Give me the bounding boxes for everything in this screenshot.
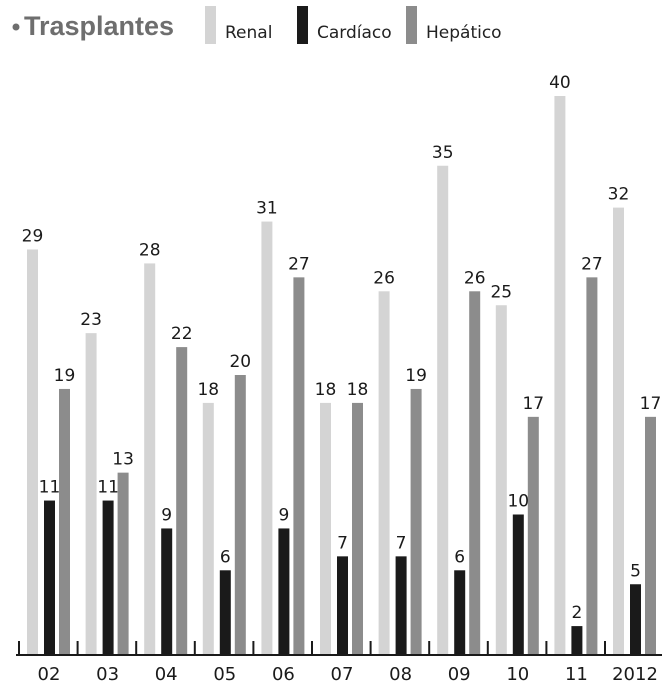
x-tick-label-03: 03 (96, 664, 119, 684)
x-tick-label-06: 06 (272, 664, 295, 684)
data-label-renal-07: 18 (315, 380, 337, 400)
bar-cardiaco-2012 (630, 584, 641, 654)
bar-hepatico-11 (586, 277, 598, 654)
data-label-hepatico-02: 19 (54, 366, 76, 386)
bar-renal-08 (378, 291, 390, 654)
data-label-cardiaco-10: 10 (507, 492, 529, 512)
bar-cardiaco-02 (44, 500, 55, 654)
bar-hepatico-02 (59, 388, 70, 654)
data-label-hepatico-09: 26 (464, 268, 486, 288)
data-label-hepatico-03: 13 (112, 450, 134, 470)
data-label-renal-11: 40 (549, 73, 571, 93)
data-label-cardiaco-02: 11 (39, 478, 61, 498)
data-label-cardiaco-08: 7 (396, 533, 407, 553)
x-tick-label-05: 05 (213, 664, 236, 684)
data-label-renal-04: 28 (139, 240, 161, 260)
data-label-hepatico-07: 18 (347, 380, 369, 400)
bar-cardiaco-08 (395, 556, 407, 654)
legend-label-renal: Renal (225, 23, 272, 43)
bar-renal-09 (437, 165, 449, 654)
x-tick-label-10: 10 (506, 664, 529, 684)
data-label-hepatico-08: 19 (405, 366, 427, 386)
bar-renal-11 (554, 96, 566, 654)
bar-hepatico-04 (176, 347, 188, 654)
data-label-cardiaco-11: 2 (571, 603, 582, 623)
bar-cardiaco-05 (219, 570, 231, 654)
bar-renal-02 (27, 249, 38, 654)
bar-cardiaco-11 (571, 626, 583, 654)
bar-renal-07 (320, 402, 331, 654)
legend: Renal Cardíaco Hepático (205, 6, 502, 44)
x-tick-label-11: 11 (565, 664, 588, 684)
data-label-renal-08: 26 (373, 268, 395, 288)
data-label-renal-2012: 32 (608, 185, 630, 205)
bar-hepatico-03 (117, 472, 129, 654)
bar-renal-2012 (613, 207, 624, 654)
x-tick-label-02: 02 (38, 664, 61, 684)
bar-hepatico-09 (469, 291, 481, 654)
data-label-hepatico-05: 20 (229, 352, 251, 372)
x-axis: 02 03 04 05 06 07 08 09 10 11 2012 (16, 641, 662, 684)
bar-hepatico-10 (527, 416, 539, 654)
data-labels: 29 11 19 23 11 13 28 9 22 18 6 20 31 9 27 18 7 18 26 7 19 35 6… (22, 73, 662, 623)
data-label-hepatico-11: 27 (581, 254, 603, 274)
bar-renal-04 (144, 263, 156, 654)
data-label-cardiaco-06: 9 (278, 505, 289, 525)
bar-cardiaco-09 (454, 570, 466, 654)
chart-title: Trasplantes (12, 11, 174, 41)
x-tick-label-07: 07 (331, 664, 354, 684)
data-label-hepatico-06: 27 (288, 254, 310, 274)
bar-renal-06 (261, 221, 273, 655)
legend-label-cardiaco: Cardíaco (317, 23, 392, 43)
x-tick-label-04: 04 (155, 664, 178, 684)
data-label-hepatico-2012: 17 (640, 394, 662, 414)
legend-swatch-renal (205, 6, 216, 44)
data-label-renal-10: 25 (490, 282, 512, 302)
data-label-cardiaco-09: 6 (454, 547, 465, 567)
bar-cardiaco-07 (337, 556, 348, 654)
bar-hepatico-07 (352, 402, 363, 654)
bar-renal-10 (495, 305, 507, 654)
data-label-renal-05: 18 (197, 380, 219, 400)
bar-cardiaco-03 (102, 500, 114, 654)
data-label-hepatico-04: 22 (171, 324, 193, 344)
bar-hepatico-08 (410, 388, 422, 654)
data-label-renal-09: 35 (432, 143, 454, 163)
bar-hepatico-06 (293, 277, 305, 654)
x-tick-label-09: 09 (448, 664, 471, 684)
data-label-hepatico-10: 17 (522, 394, 544, 414)
data-label-cardiaco-04: 9 (161, 505, 172, 525)
bar-cardiaco-10 (512, 514, 524, 654)
bar-hepatico-2012 (645, 416, 656, 654)
bar-renal-05 (202, 402, 214, 654)
bar-cardiaco-04 (161, 528, 173, 654)
bar-hepatico-05 (234, 375, 246, 654)
data-label-cardiaco-07: 7 (337, 533, 348, 553)
bar-renal-03 (85, 333, 97, 654)
chart-title-text: Trasplantes (24, 11, 174, 41)
x-tick-label-08: 08 (389, 664, 412, 684)
legend-label-hepatico: Hepático (426, 23, 502, 43)
data-label-renal-03: 23 (80, 310, 102, 330)
data-label-cardiaco-03: 11 (97, 478, 119, 498)
legend-swatch-cardiaco (297, 6, 308, 44)
data-label-renal-02: 29 (22, 226, 44, 246)
bar-cardiaco-06 (278, 528, 290, 654)
data-label-cardiaco-05: 6 (220, 547, 231, 567)
legend-swatch-hepatico (406, 6, 417, 44)
x-tick-label-2012: 2012 (612, 664, 658, 684)
bars (27, 96, 656, 655)
data-label-cardiaco-2012: 5 (630, 561, 641, 581)
title-bullet (12, 23, 20, 31)
data-label-renal-06: 31 (256, 199, 278, 219)
